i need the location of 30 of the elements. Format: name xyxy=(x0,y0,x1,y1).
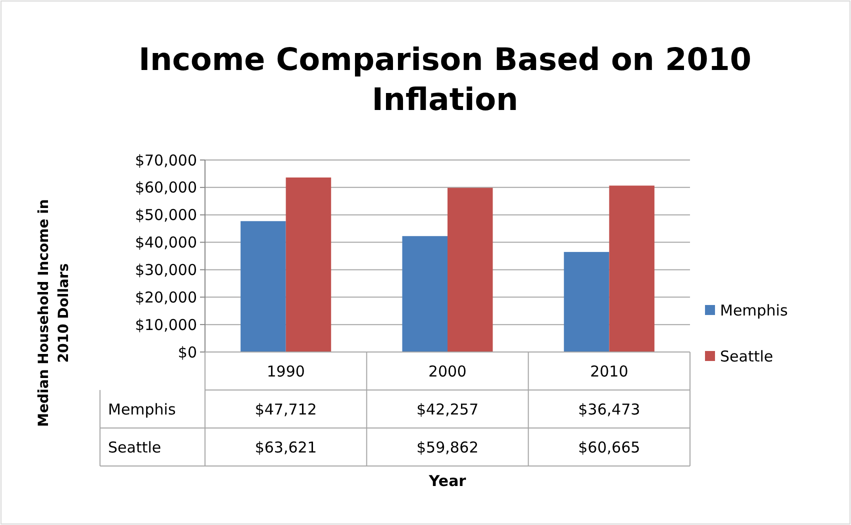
data-label: $42,257 xyxy=(416,400,479,418)
y-axis-title: Median Household Income in 2010 Dollars xyxy=(36,199,72,427)
legend-label: Seattle xyxy=(720,347,774,366)
bar xyxy=(402,236,448,352)
data-label: $59,862 xyxy=(416,438,479,456)
bar xyxy=(240,221,286,352)
bar xyxy=(564,252,610,352)
bar xyxy=(609,186,654,352)
y-tick-label: $40,000 xyxy=(134,234,197,252)
data-label: $36,473 xyxy=(578,400,640,418)
x-tick-label: 2000 xyxy=(428,362,467,380)
text: Seattle xyxy=(108,438,162,456)
chart-title: Income Comparison Based on 2010 Inflation xyxy=(138,42,752,118)
data-label: $63,621 xyxy=(254,438,317,456)
bar xyxy=(448,188,493,352)
legend-label: Memphis xyxy=(720,301,788,320)
y-tick-label: $20,000 xyxy=(134,288,197,306)
text: Memphis xyxy=(108,400,176,418)
y-tick-label: $10,000 xyxy=(134,316,197,334)
text: Year xyxy=(428,472,467,490)
y-tick-label: $0 xyxy=(178,343,197,362)
x-tick-label: 2010 xyxy=(590,362,628,380)
y-tick-label: $70,000 xyxy=(134,151,197,170)
bar xyxy=(286,177,332,352)
y-tick-label: $50,000 xyxy=(134,206,197,224)
x-tick-label: 1990 xyxy=(266,362,305,380)
data-label: $47,712 xyxy=(254,400,317,418)
y-tick-label: $60,000 xyxy=(134,178,197,197)
y-tick-label: $30,000 xyxy=(134,260,197,279)
data-label: $60,665 xyxy=(578,438,640,456)
